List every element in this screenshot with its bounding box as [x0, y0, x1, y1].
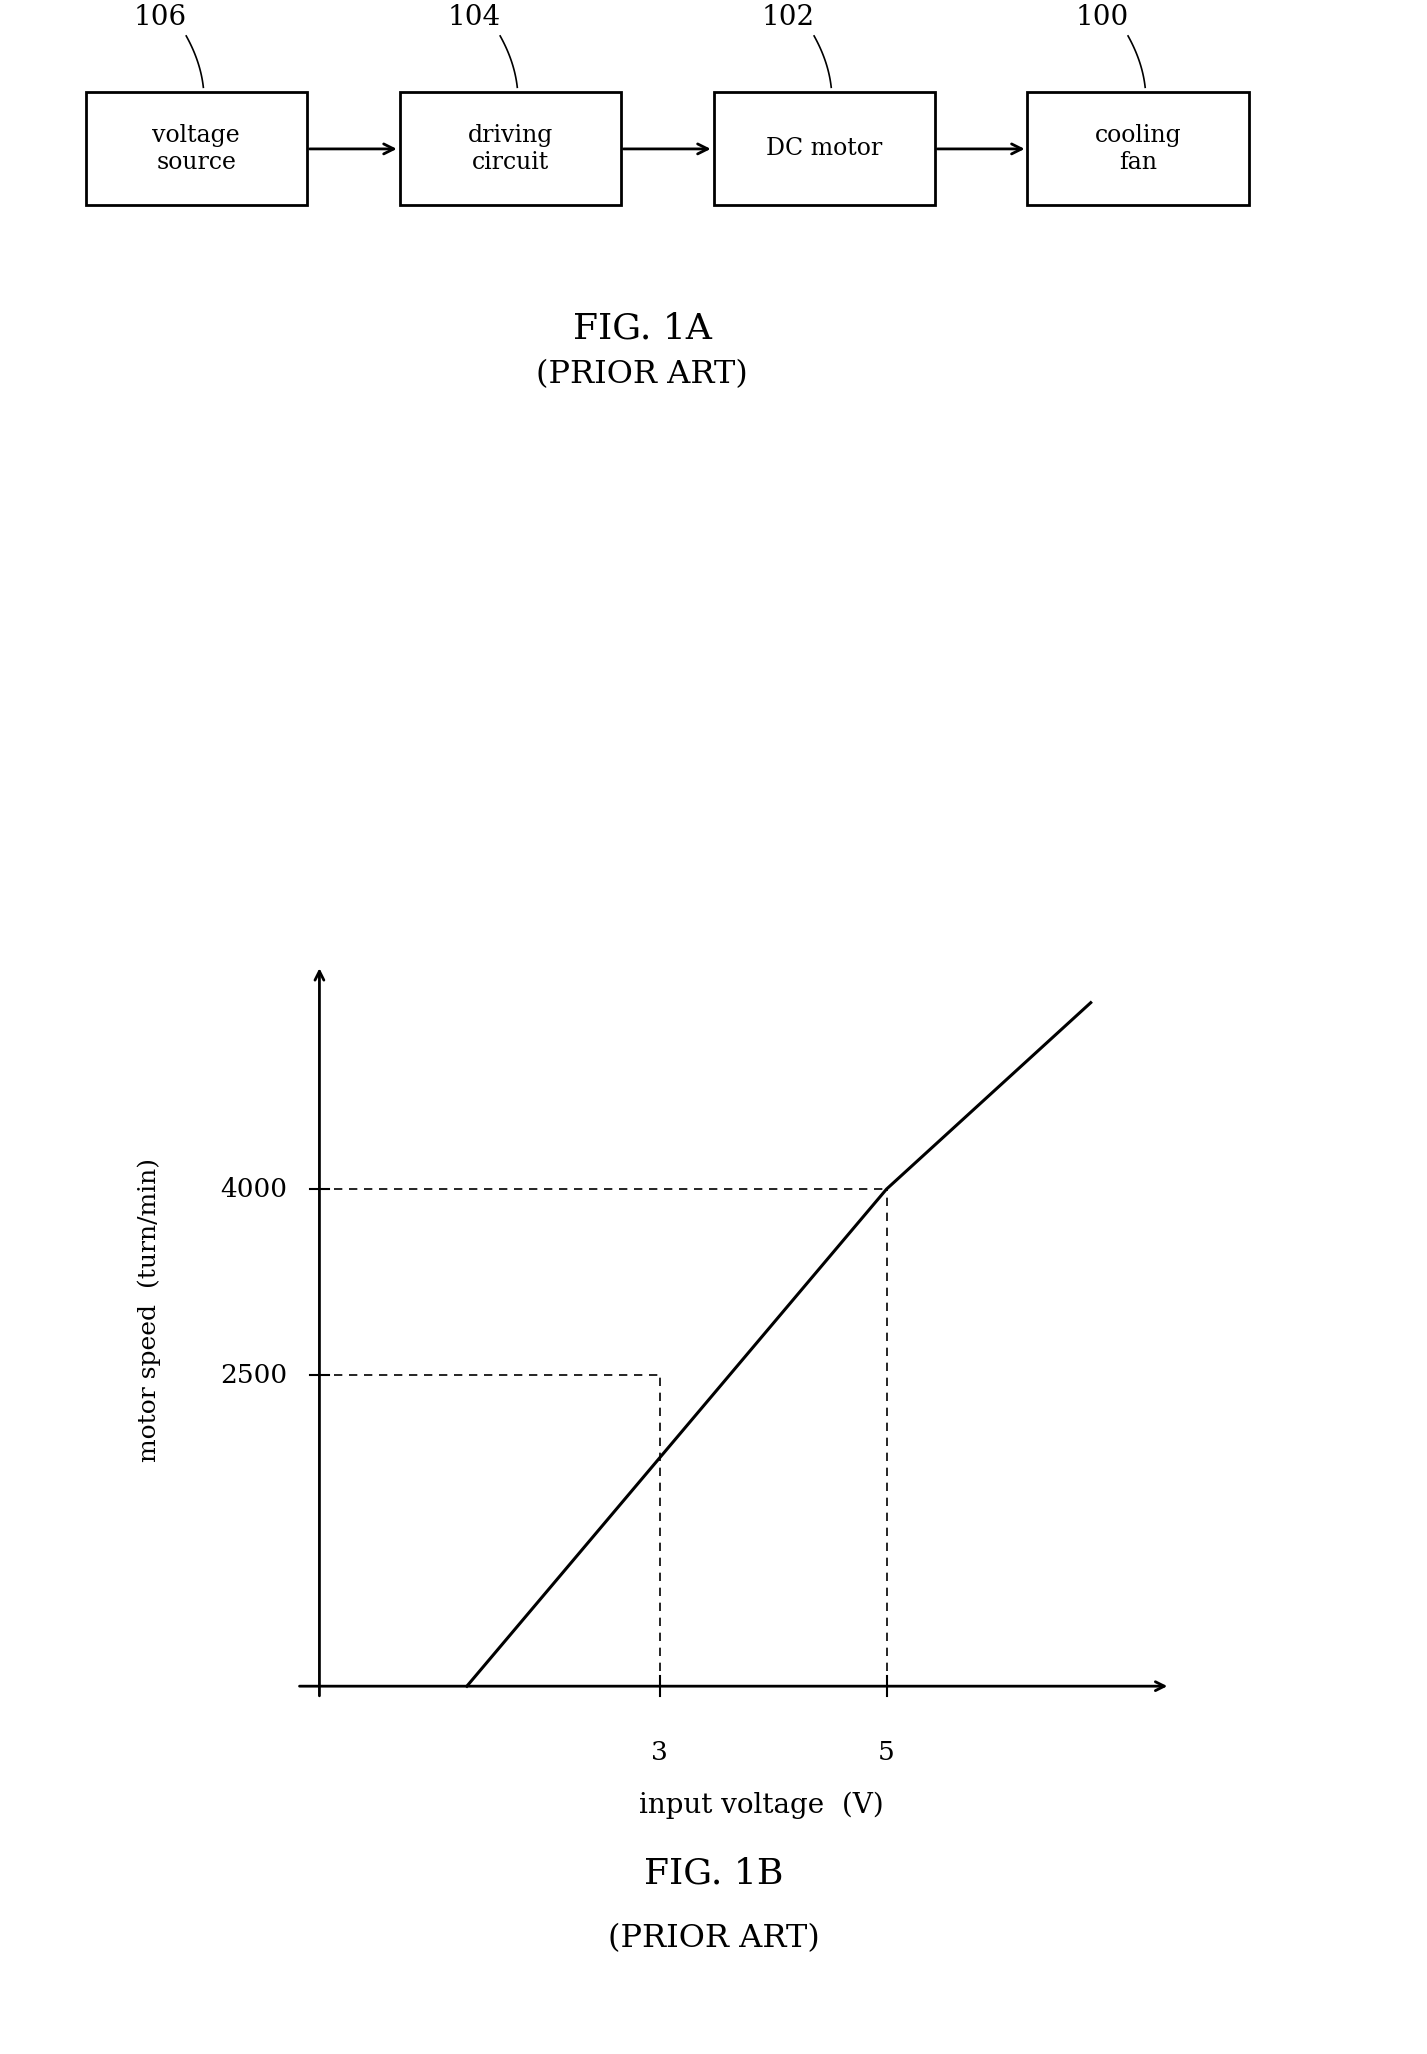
Text: driving
circuit: driving circuit — [468, 123, 552, 175]
Text: 106: 106 — [134, 4, 187, 31]
Text: 100: 100 — [1076, 4, 1129, 31]
FancyBboxPatch shape — [1027, 92, 1249, 205]
FancyBboxPatch shape — [86, 92, 307, 205]
Text: 5: 5 — [878, 1740, 895, 1764]
Text: cooling
fan: cooling fan — [1095, 123, 1182, 175]
Text: motor speed  (turn/min): motor speed (turn/min) — [137, 1158, 161, 1462]
Text: (PRIOR ART): (PRIOR ART) — [608, 1923, 819, 1955]
Text: FIG. 1A: FIG. 1A — [572, 312, 712, 345]
Text: input voltage  (V): input voltage (V) — [639, 1791, 885, 1820]
Text: 104: 104 — [448, 4, 501, 31]
FancyBboxPatch shape — [400, 92, 621, 205]
Text: 2500: 2500 — [221, 1364, 288, 1389]
Text: 4000: 4000 — [221, 1177, 288, 1202]
Text: voltage
source: voltage source — [153, 123, 240, 175]
Text: (PRIOR ART): (PRIOR ART) — [537, 359, 748, 390]
Text: DC motor: DC motor — [766, 138, 882, 160]
Text: FIG. 1B: FIG. 1B — [644, 1857, 783, 1890]
Text: 102: 102 — [762, 4, 815, 31]
Text: 3: 3 — [651, 1740, 668, 1764]
FancyBboxPatch shape — [714, 92, 935, 205]
